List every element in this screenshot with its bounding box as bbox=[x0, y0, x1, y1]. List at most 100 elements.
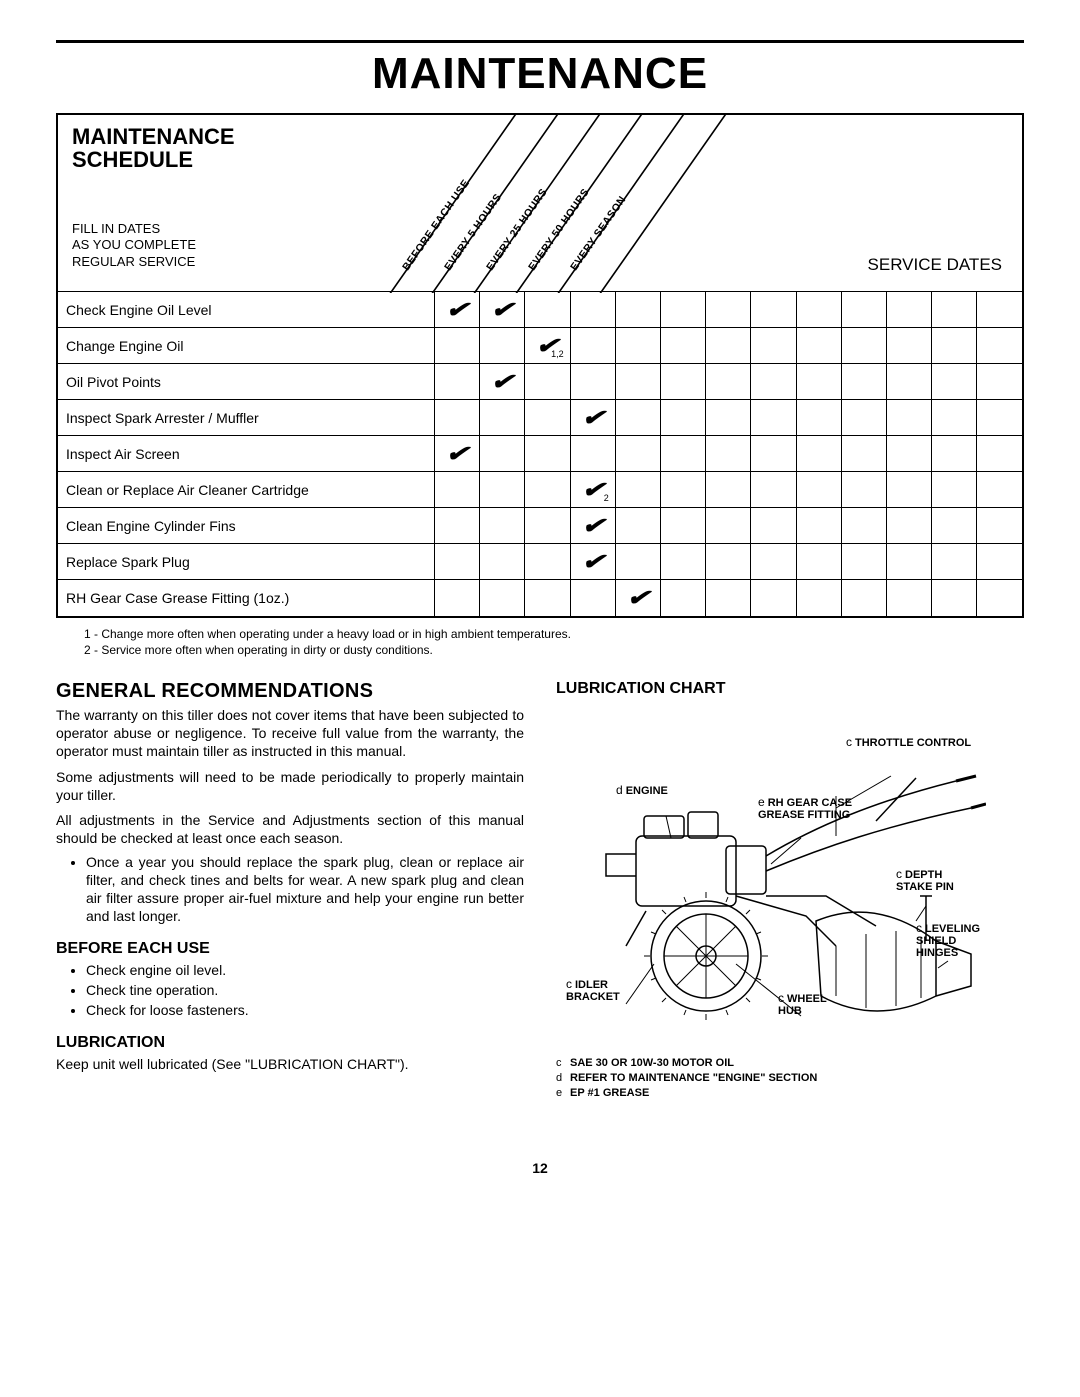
schedule-row: Inspect Air Screen✔ bbox=[58, 436, 1022, 472]
service-date-cell bbox=[796, 508, 841, 544]
check-cell bbox=[525, 364, 570, 400]
service-date-cell bbox=[661, 508, 706, 544]
check-cell bbox=[525, 508, 570, 544]
lubrication-heading: LUBRICATION bbox=[56, 1034, 524, 1052]
task-cell: RH Gear Case Grease Fitting (1oz.) bbox=[58, 580, 435, 616]
service-date-cell bbox=[841, 400, 886, 436]
service-date-cell bbox=[977, 292, 1022, 328]
check-cell bbox=[570, 364, 615, 400]
service-date-cell bbox=[977, 508, 1022, 544]
page-title: MAINTENANCE bbox=[56, 49, 1024, 99]
check-cell bbox=[480, 508, 525, 544]
check-cell bbox=[435, 328, 480, 364]
lubrication-chart: cTHROTTLE CONTROLdENGINEeRH GEAR CASEGRE… bbox=[556, 716, 1024, 1056]
service-date-cell bbox=[751, 508, 796, 544]
service-date-cell bbox=[751, 328, 796, 364]
check-cell bbox=[615, 436, 660, 472]
task-cell: Oil Pivot Points bbox=[58, 364, 435, 400]
schedule-row: Replace Spark Plug✔ bbox=[58, 544, 1022, 580]
general-p3: All adjustments in the Service and Adjus… bbox=[56, 812, 524, 848]
service-date-cell bbox=[932, 508, 977, 544]
general-recommendations-heading: GENERAL RECOMMENDATIONS bbox=[56, 680, 524, 703]
task-cell: Inspect Spark Arrester / Muffler bbox=[58, 400, 435, 436]
service-date-cell bbox=[661, 544, 706, 580]
service-date-cell bbox=[706, 292, 751, 328]
service-date-cell bbox=[932, 400, 977, 436]
service-date-cell bbox=[977, 436, 1022, 472]
service-date-cell bbox=[661, 580, 706, 616]
service-date-cell bbox=[751, 436, 796, 472]
check-cell bbox=[480, 544, 525, 580]
check-cell bbox=[615, 400, 660, 436]
lubrication-chart-heading: LUBRICATION CHART bbox=[556, 680, 1024, 698]
left-column: GENERAL RECOMMENDATIONS The warranty on … bbox=[56, 680, 524, 1101]
before-list: Check engine oil level.Check tine operat… bbox=[86, 962, 524, 1020]
right-column: LUBRICATION CHART bbox=[556, 680, 1024, 1101]
service-date-cell bbox=[932, 436, 977, 472]
check-cell bbox=[570, 580, 615, 616]
service-date-cell bbox=[932, 580, 977, 616]
service-date-cell bbox=[751, 400, 796, 436]
lubrication-text: Keep unit well lubricated (See "LUBRICAT… bbox=[56, 1056, 524, 1074]
legend-row: dREFER TO MAINTENANCE "ENGINE" SECTION bbox=[556, 1071, 1024, 1086]
chart-callout: eRH GEAR CASEGREASE FITTING bbox=[758, 796, 852, 821]
maintenance-schedule-box: MAINTENANCE SCHEDULE FILL IN DATESAS YOU… bbox=[56, 113, 1024, 618]
check-cell bbox=[615, 508, 660, 544]
service-date-cell bbox=[841, 472, 886, 508]
check-cell bbox=[525, 292, 570, 328]
service-date-cell bbox=[886, 508, 931, 544]
check-cell: ✔ bbox=[570, 508, 615, 544]
service-date-cell bbox=[796, 328, 841, 364]
diagonal-headers: BEFORE EACH USEEVERY 5 HOURSEVERY 25 HOU… bbox=[398, 113, 718, 298]
footnote: 1 - Change more often when operating und… bbox=[84, 626, 1024, 642]
schedule-row: RH Gear Case Grease Fitting (1oz.)✔ bbox=[58, 580, 1022, 616]
service-date-cell bbox=[886, 364, 931, 400]
task-cell: Clean Engine Cylinder Fins bbox=[58, 508, 435, 544]
legend-row: eEP #1 GREASE bbox=[556, 1086, 1024, 1101]
check-cell bbox=[615, 328, 660, 364]
chart-callout: cLEVELINGSHIELDHINGES bbox=[916, 922, 980, 959]
check-cell bbox=[615, 472, 660, 508]
schedule-row: Clean Engine Cylinder Fins ✔ bbox=[58, 508, 1022, 544]
service-date-cell bbox=[886, 544, 931, 580]
service-date-cell bbox=[796, 472, 841, 508]
check-cell: ✔ bbox=[480, 292, 525, 328]
check-cell bbox=[435, 544, 480, 580]
service-date-cell bbox=[796, 400, 841, 436]
check-cell: ✔ bbox=[435, 292, 480, 328]
check-cell bbox=[615, 544, 660, 580]
service-date-cell bbox=[706, 400, 751, 436]
check-cell: ✔ bbox=[435, 436, 480, 472]
before-item: Check engine oil level. bbox=[86, 962, 524, 980]
service-date-cell bbox=[841, 544, 886, 580]
service-date-cell bbox=[796, 544, 841, 580]
footnote: 2 - Service more often when operating in… bbox=[84, 642, 1024, 658]
service-date-cell bbox=[886, 436, 931, 472]
service-date-cell bbox=[841, 508, 886, 544]
service-date-cell bbox=[932, 292, 977, 328]
service-date-cell bbox=[751, 472, 796, 508]
general-p2: Some adjustments will need to be made pe… bbox=[56, 769, 524, 805]
check-cell: ✔ bbox=[480, 364, 525, 400]
service-date-cell bbox=[796, 580, 841, 616]
schedule-heading-1: MAINTENANCE bbox=[72, 125, 394, 148]
service-dates-label: SERVICE DATES bbox=[868, 255, 1002, 275]
chart-callout: cDEPTHSTAKE PIN bbox=[896, 868, 954, 893]
task-cell: Clean or Replace Air Cleaner Cartridge bbox=[58, 472, 435, 508]
service-date-cell bbox=[706, 472, 751, 508]
check-cell bbox=[480, 436, 525, 472]
check-cell bbox=[525, 436, 570, 472]
service-date-cell bbox=[841, 292, 886, 328]
schedule-footnotes: 1 - Change more often when operating und… bbox=[84, 626, 1024, 658]
service-date-cell bbox=[977, 472, 1022, 508]
page-number: 12 bbox=[56, 1160, 1024, 1176]
check-cell bbox=[615, 292, 660, 328]
service-date-cell bbox=[661, 400, 706, 436]
service-date-cell bbox=[706, 580, 751, 616]
check-cell bbox=[480, 580, 525, 616]
check-cell bbox=[615, 364, 660, 400]
schedule-heading-2: SCHEDULE bbox=[72, 148, 394, 171]
service-date-cell bbox=[977, 328, 1022, 364]
check-cell: ✔ bbox=[570, 544, 615, 580]
service-date-cell bbox=[932, 544, 977, 580]
